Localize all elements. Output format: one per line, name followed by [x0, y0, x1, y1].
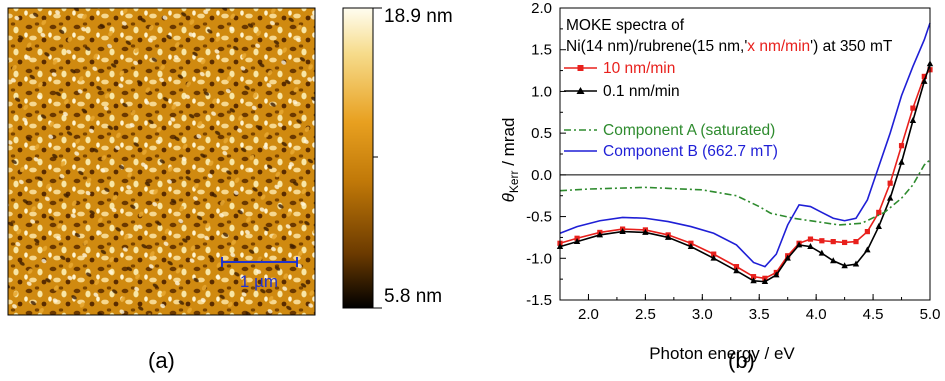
- x-tick-label: 5.0: [920, 306, 941, 323]
- series-point-triangle: [909, 117, 917, 124]
- series-line-0: [559, 69, 931, 280]
- y-tick-label: 2.0: [531, 0, 552, 17]
- colorbar-max-label: 18.9 nm: [384, 6, 453, 27]
- series-point-square: [807, 236, 814, 242]
- series-line-2: [559, 159, 931, 226]
- x-tick-label: 4.0: [806, 306, 827, 323]
- series-point-triangle: [687, 243, 695, 250]
- series-point-square: [876, 209, 882, 215]
- series-point-triangle: [841, 262, 848, 269]
- y-tick-label: 0.0: [531, 167, 552, 184]
- y-tick-label: -0.5: [526, 209, 552, 226]
- series-point-triangle: [921, 77, 928, 84]
- series-point-triangle: [818, 249, 826, 256]
- series-point-square: [864, 228, 870, 235]
- series-point-triangle: [830, 257, 837, 264]
- colorbar: [342, 7, 374, 309]
- panel-a-label: (a): [148, 348, 175, 373]
- series-line-3: [559, 22, 931, 268]
- legend-label-1: 0.1 nm/min: [603, 83, 680, 100]
- series-point-triangle: [852, 260, 860, 267]
- series-point-triangle: [733, 267, 740, 274]
- series-point-square: [910, 105, 916, 111]
- x-axis-label: Photon energy / eV: [649, 344, 795, 363]
- x-tick-label: 2.0: [578, 306, 599, 323]
- y-tick-label: -1.5: [526, 292, 552, 309]
- legend-marker: [576, 87, 585, 94]
- series-point-square: [853, 239, 859, 245]
- series-point-triangle: [773, 271, 780, 278]
- chart-annotation-line1: MOKE spectra of: [566, 17, 685, 34]
- series-line-1: [559, 63, 931, 283]
- series-point-triangle: [875, 222, 882, 229]
- chart-annotation-line2: Ni(14 nm)/rubrene(15 nm,'x nm/min') at 3…: [566, 38, 893, 55]
- legend-label-3: Component B (662.7 mT): [603, 143, 778, 160]
- series-point-square: [887, 180, 893, 186]
- series-point-triangle: [596, 231, 604, 238]
- series-point-square: [830, 239, 836, 245]
- series-point-triangle: [795, 241, 803, 248]
- y-tick-label: -1.0: [526, 250, 552, 267]
- series-point-triangle: [642, 228, 649, 235]
- colorbar-min-label: 5.8 nm: [384, 286, 443, 307]
- series-point-triangle: [761, 278, 769, 285]
- series-point-square: [921, 73, 927, 80]
- series-point-triangle: [573, 238, 581, 244]
- legend-label-2: Component A (saturated): [603, 122, 775, 139]
- x-tick-label: 3.0: [692, 306, 713, 323]
- series-point-triangle: [750, 277, 757, 284]
- legend-label-0: 10 nm/min: [603, 60, 675, 77]
- series-point-triangle: [864, 246, 871, 253]
- series-point-triangle: [898, 158, 905, 165]
- x-tick-label: 4.5: [863, 306, 884, 323]
- series-point-square: [711, 251, 717, 257]
- series-point-square: [750, 274, 757, 280]
- y-tick-label: 1.0: [531, 83, 552, 100]
- series-point-triangle: [807, 243, 814, 250]
- series-point-square: [842, 239, 848, 246]
- panel-b-label: (b): [728, 348, 755, 373]
- x-tick-label: 3.5: [749, 306, 770, 323]
- series-point-triangle: [886, 194, 894, 201]
- scale-bar-label: 1 µm: [240, 272, 278, 291]
- x-tick-label: 2.5: [635, 306, 656, 323]
- series-point-triangle: [710, 254, 717, 261]
- series-point-square: [898, 143, 905, 149]
- series-point-square: [819, 238, 825, 244]
- scale-bar: 1 µm: [221, 257, 298, 291]
- series-point-triangle: [664, 233, 672, 240]
- legend-marker: [577, 65, 584, 71]
- series-point-triangle: [619, 227, 626, 234]
- y-tick-label: 0.5: [531, 125, 552, 142]
- y-axis-label: θKerr / mrad: [499, 118, 521, 203]
- series-point-triangle: [784, 254, 791, 261]
- y-tick-label: 1.5: [531, 42, 552, 59]
- series-point-square: [733, 264, 740, 270]
